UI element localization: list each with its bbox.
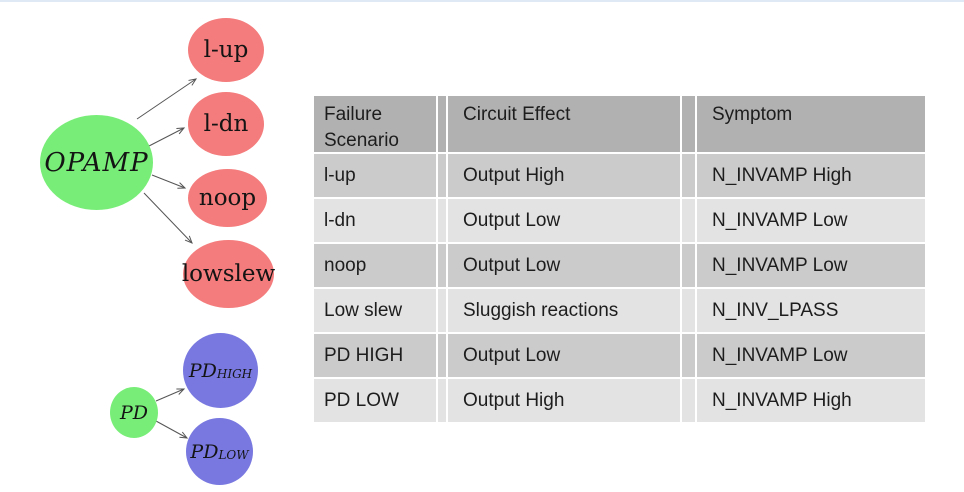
arrow-opamp-to-noop (151, 174, 187, 189)
node-lowslew-label: lowslew (181, 261, 276, 287)
spacer-cell (438, 289, 446, 332)
spacer-cell (682, 289, 695, 332)
cell-symptom: N_INVAMP High (697, 379, 925, 422)
col-header-failure-scenario: Failure Scenario (314, 96, 436, 152)
spacer-cell (682, 199, 695, 242)
node-pd-label: PD (119, 401, 149, 424)
col-header-circuit-effect: Circuit Effect (448, 96, 680, 152)
node-l-dn-label: l-dn (203, 111, 249, 137)
cell-circuit-effect: Sluggish reactions (448, 289, 680, 332)
cell-symptom: N_INVAMP Low (697, 334, 925, 377)
spacer-cell (682, 244, 695, 287)
cell-circuit-effect: Output Low (448, 244, 680, 287)
cell-failure-scenario: l-up (314, 154, 436, 197)
node-pd-low: PD LOW (186, 418, 253, 485)
node-noop-label: noop (198, 185, 257, 211)
spacer-cell (438, 154, 446, 197)
cell-symptom: N_INVAMP Low (697, 199, 925, 242)
spacer-cell (682, 154, 695, 197)
node-pd: PD (110, 387, 158, 438)
spacer-cell (438, 334, 446, 377)
cell-failure-scenario: Low slew (314, 289, 436, 332)
node-pd-high-label: PD (188, 359, 217, 382)
cell-symptom: N_INVAMP Low (697, 244, 925, 287)
node-pd-high-subscript: HIGH (216, 366, 253, 381)
cell-circuit-effect: Output High (448, 154, 680, 197)
arrow-opamp-to-lowslew (143, 192, 193, 244)
cell-failure-scenario: noop (314, 244, 436, 287)
header-spacer-cell (438, 96, 446, 152)
spacer-cell (438, 244, 446, 287)
node-pd-high: PD HIGH (183, 333, 258, 408)
spacer-cell (682, 379, 695, 422)
slide-top-border (0, 0, 964, 2)
node-lowslew: lowslew (181, 240, 276, 308)
arrow-opamp-to-lup (136, 78, 198, 120)
arrow-pd-to-pdhigh (155, 388, 186, 402)
spacer-cell (438, 199, 446, 242)
node-pd-low-label: PD (190, 440, 219, 463)
node-noop: noop (188, 169, 267, 227)
col-header-symptom: Symptom (697, 96, 925, 152)
node-opamp: OPAMP (40, 115, 153, 210)
cell-circuit-effect: Output Low (448, 334, 680, 377)
node-l-up: l-up (188, 18, 264, 82)
node-l-dn: l-dn (188, 92, 264, 156)
cell-symptom: N_INV_LPASS (697, 289, 925, 332)
failure-scenario-table: Failure Scenario Circuit Effect Symptom … (314, 96, 925, 422)
cell-failure-scenario: l-dn (314, 199, 436, 242)
node-pd-low-subscript: LOW (218, 447, 249, 462)
cell-failure-scenario: PD LOW (314, 379, 436, 422)
node-opamp-label: OPAMP (44, 147, 149, 178)
arrow-opamp-to-ldn (148, 127, 186, 147)
node-l-up-label: l-up (203, 37, 249, 63)
cell-circuit-effect: Output High (448, 379, 680, 422)
arrow-pd-to-pdlow (155, 420, 189, 439)
spacer-cell (438, 379, 446, 422)
header-spacer-cell (682, 96, 695, 152)
cell-failure-scenario: PD HIGH (314, 334, 436, 377)
cell-symptom: N_INVAMP High (697, 154, 925, 197)
spacer-cell (682, 334, 695, 377)
cell-circuit-effect: Output Low (448, 199, 680, 242)
